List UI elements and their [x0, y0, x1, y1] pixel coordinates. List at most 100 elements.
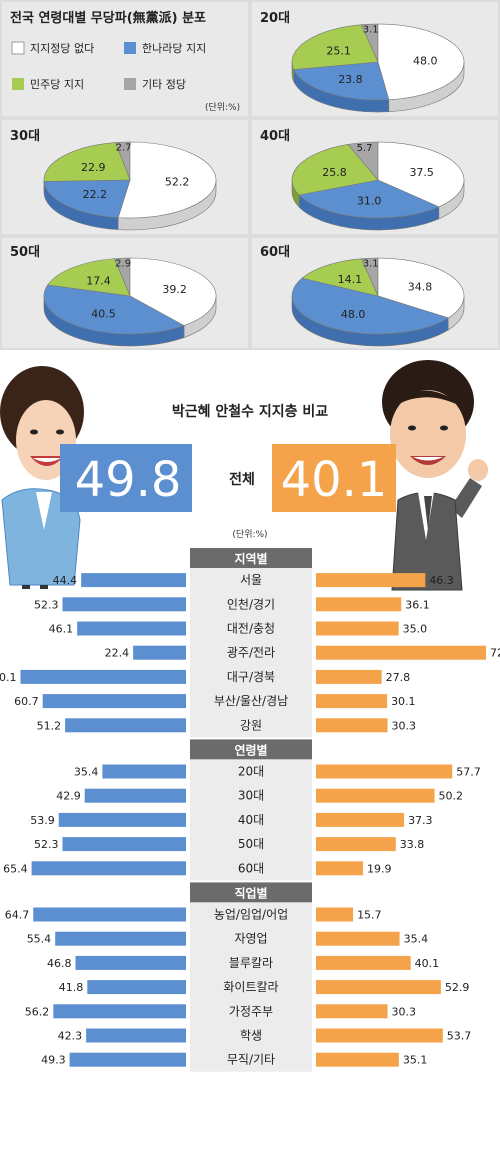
ahn-value-label: 53.7 [447, 1030, 472, 1043]
park-total-value: 49.8 [75, 452, 182, 508]
category-label: 무직/기타 [227, 1053, 275, 1067]
ahn-bar [316, 813, 404, 827]
park-bar [65, 718, 186, 732]
legend-swatch-dp [12, 78, 24, 90]
pie-value-label: 14.1 [338, 273, 363, 286]
ahn-value-label: 30.1 [391, 695, 416, 708]
park-value-label: 65.4 [3, 862, 28, 875]
ahn-bar [316, 694, 387, 708]
ahn-value-label: 52.9 [445, 981, 470, 994]
ahn-bar [316, 1053, 399, 1067]
category-label: 부산/울산/경남 [214, 694, 288, 708]
pie-value-label: 22.2 [83, 188, 108, 201]
pie-value-label: 2.7 [116, 143, 132, 154]
ahn-bar [316, 765, 452, 779]
park-value-label: 56.2 [25, 1005, 50, 1018]
legend-label-none: 지지정당 없다 [30, 42, 94, 55]
comparison-title: 박근혜 안철수 지지층 비교 [172, 403, 328, 420]
category-label: 블루칼라 [229, 956, 273, 970]
group-header-label: 지역별 [234, 551, 267, 566]
park-value-label: 49.3 [41, 1054, 66, 1067]
park-bar [63, 837, 186, 851]
legend-label-other: 기타 정당 [142, 78, 186, 91]
category-label: 대구/경북 [227, 670, 275, 684]
pie-value-label: 39.2 [162, 283, 187, 296]
park-value-label: 41.8 [59, 981, 84, 994]
ahn-total-value: 40.1 [281, 452, 388, 508]
pie-value-label: 3.1 [363, 25, 379, 36]
pie-chart-50대: 2.939.240.517.4 [44, 258, 216, 346]
pie-chart-60대: 3.134.848.014.1 [292, 258, 464, 346]
ahn-bar [316, 646, 486, 660]
park-value-label: 42.3 [58, 1030, 83, 1043]
bar-row-30대: 42.9 30대 50.2 [56, 789, 463, 803]
park-bar [81, 573, 186, 587]
pie-value-label: 25.8 [322, 166, 347, 179]
park-shoe-right [40, 585, 48, 589]
park-bar [63, 597, 186, 611]
legend-swatch-gnp [124, 42, 136, 54]
legend-swatch-none [12, 42, 24, 54]
category-label: 60대 [238, 861, 264, 875]
ahn-bar [316, 1029, 443, 1043]
park-bar [102, 765, 186, 779]
pie-value-label: 48.0 [413, 55, 438, 68]
pie-value-label: 2.9 [115, 259, 131, 270]
ahn-value-label: 19.9 [367, 862, 392, 875]
ahn-bar [316, 1004, 388, 1018]
ahn-bar [316, 861, 363, 875]
park-value-label: 53.9 [30, 814, 55, 827]
ahn-value-label: 35.1 [403, 1054, 428, 1067]
park-value-label: 51.2 [37, 719, 62, 732]
ahn-value-label: 57.7 [456, 766, 481, 779]
ahn-bar [316, 573, 425, 587]
ahn-bar [316, 597, 401, 611]
park-bar [53, 1004, 186, 1018]
category-label: 강원 [240, 718, 262, 732]
park-bar [55, 932, 186, 946]
park-shoe-left [22, 585, 30, 589]
pie-value-label: 3.1 [363, 259, 379, 270]
pie-value-label: 22.9 [81, 161, 106, 174]
ahn-value-label: 36.1 [405, 598, 430, 611]
pie-chart-20대: 3.148.023.825.1 [292, 24, 464, 112]
park-bar [59, 813, 186, 827]
ahn-bar [316, 980, 441, 994]
bar-unit-label: (단위:%) [232, 529, 267, 540]
category-label: 화이트칼라 [223, 980, 278, 994]
category-label: 50대 [238, 837, 264, 851]
park-value-label: 42.9 [56, 790, 81, 803]
park-value-label: 55.4 [27, 933, 52, 946]
park-bar [133, 646, 186, 660]
ahn-portrait [382, 360, 488, 590]
ahn-bar [316, 908, 353, 922]
ahn-value-label: 35.4 [404, 933, 429, 946]
group-header-label: 연령별 [234, 742, 267, 757]
ahn-value-label: 72.0 [490, 647, 500, 660]
pie-unit-label: (단위:%) [205, 102, 240, 113]
legend-label-dp: 민주당 지지 [30, 78, 84, 91]
pie-value-label: 40.5 [91, 307, 116, 320]
pie-value-label: 31.0 [357, 195, 382, 208]
park-value-label: 52.3 [34, 598, 59, 611]
total-label: 전체 [229, 471, 255, 488]
category-label: 대전/충청 [227, 622, 275, 636]
bar-row-화이트칼라: 41.8 화이트칼라 52.9 [59, 980, 470, 994]
park-bar [20, 670, 186, 684]
park-bar [33, 908, 186, 922]
category-label: 40대 [238, 813, 264, 827]
pie-title-60: 60대 [260, 245, 290, 260]
pie-title-20: 20대 [260, 11, 290, 26]
pie-title-30: 30대 [10, 129, 40, 144]
pie-chart-40대: 5.737.531.025.8 [292, 142, 464, 230]
pie-value-label: 25.1 [326, 44, 351, 57]
category-label: 30대 [238, 789, 264, 803]
park-eye-left [30, 430, 38, 435]
ahn-value-label: 50.2 [439, 790, 464, 803]
category-label: 광주/전라 [227, 646, 275, 660]
category-label: 서울 [240, 573, 262, 587]
pie-title-50: 50대 [10, 245, 40, 260]
category-label: 20대 [238, 765, 264, 779]
